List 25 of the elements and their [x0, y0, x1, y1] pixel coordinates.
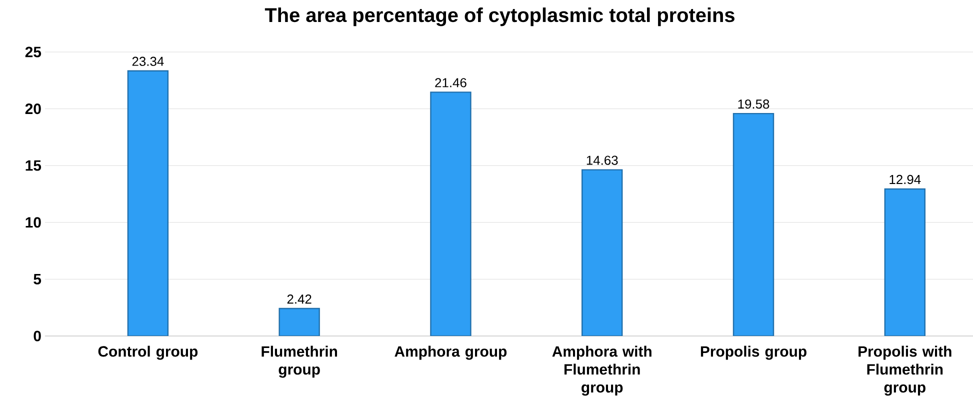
y-tick-label: 10: [26, 217, 41, 228]
bar: [582, 169, 623, 336]
bar: [884, 188, 926, 336]
chart-title: The area percentage of cytoplasmic total proteins: [264, 8, 734, 26]
data-label: 14.63: [586, 156, 618, 165]
data-label: 12.94: [890, 174, 921, 184]
x-tick-label: Amphora group: [394, 346, 507, 360]
bar: [732, 112, 774, 336]
x-tick-label: Control group: [98, 346, 198, 360]
y-tick-label: 15: [26, 160, 42, 171]
data-label: 21.46: [435, 78, 466, 88]
data-label: 23.34: [132, 56, 164, 66]
bar: [278, 308, 320, 336]
y-tick-label: 25: [25, 46, 42, 58]
x-tick-label: Flumethrin group: [262, 346, 338, 378]
y-tick-label: 20: [25, 104, 41, 114]
x-tick-label: Propolis with Flumethrin group: [858, 346, 952, 396]
x-tick-label: Amphora with Flumethrin group: [552, 346, 652, 396]
data-label: 19.58: [738, 99, 770, 109]
bar: [430, 92, 472, 336]
data-label: 2.42: [287, 294, 312, 304]
y-tick-label: 0: [34, 330, 41, 342]
y-tick-label: 5: [34, 274, 42, 284]
x-tick-label: Propolis group: [700, 346, 806, 360]
bar: [127, 70, 169, 336]
